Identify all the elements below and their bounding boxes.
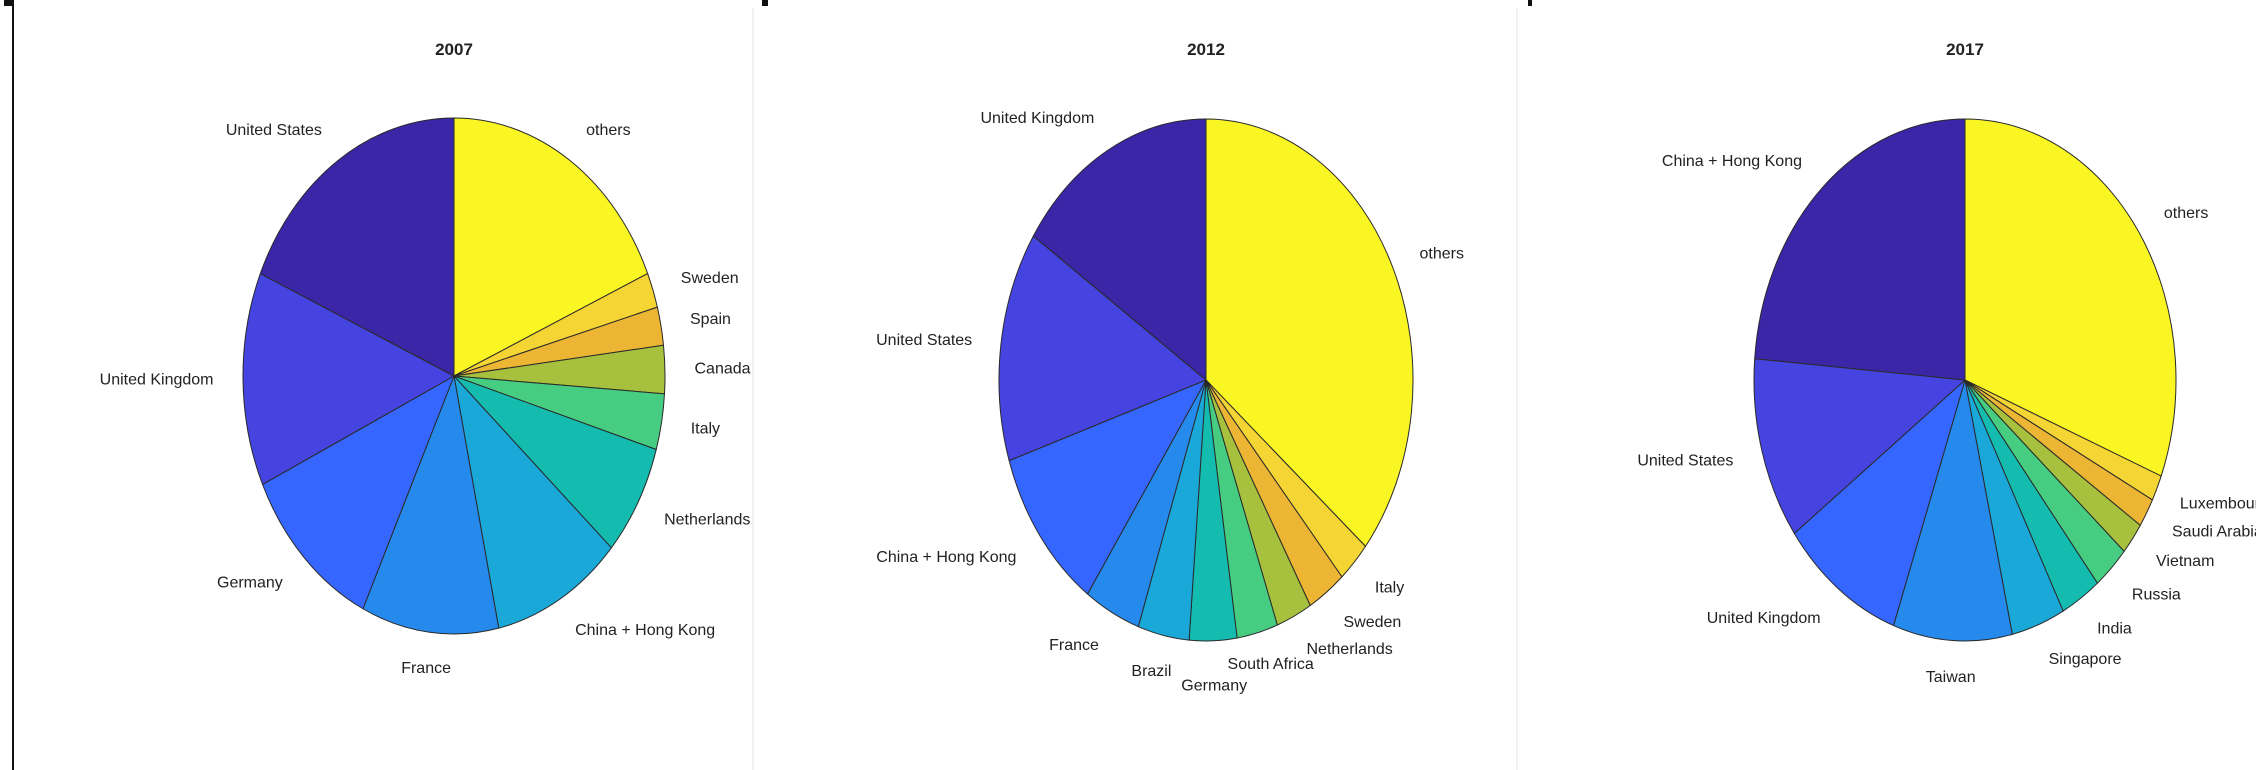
pie-slice-china-plus-hong-kong <box>1754 118 1966 381</box>
slice-label-vietnam: Vietnam <box>2156 553 2214 570</box>
slice-label-others: others <box>2164 205 2208 222</box>
pie-chart-2017: 2017 others Luxembourg Saudi Arabia Vietnam R… <box>1532 0 2256 770</box>
pie-svg: 2007 others Sweden Spain Canada Italy Netherla… <box>100 40 751 677</box>
pie-slice-united-states <box>259 117 455 377</box>
slice-label-france: France <box>1049 637 1099 654</box>
slice-label-south-africa: South Africa <box>1228 656 1314 673</box>
pie-slice-united-kingdom <box>1032 118 1207 381</box>
slice-label-india: India <box>2097 621 2132 638</box>
slice-label-france: France <box>401 660 451 677</box>
slice-label-sweden: Sweden <box>681 270 739 287</box>
slice-label-netherlands: Netherlands <box>1307 641 1393 658</box>
pie-slice-china-plus-hong-kong <box>1008 379 1207 595</box>
pie-slice-france <box>362 375 500 635</box>
chart-title: 2012 <box>1187 40 1225 59</box>
chart-title: 2007 <box>435 40 473 59</box>
panel-separator <box>752 8 754 770</box>
slice-label-italy: Italy <box>691 420 720 437</box>
slice-label-singapore: Singapore <box>2049 651 2122 668</box>
slice-label-saudi-arabia: Saudi Arabia <box>2172 524 2256 541</box>
frame-left-border <box>12 0 14 770</box>
frame-tick <box>4 0 18 6</box>
pie-slice-netherlands <box>453 375 657 549</box>
slice-label-china-plus-hong-kong: China + Hong Kong <box>575 622 715 639</box>
pie-slice-taiwan <box>1893 379 2013 642</box>
slice-label-united-kingdom: United Kingdom <box>980 110 1094 127</box>
slice-label-brazil: Brazil <box>1131 663 1171 680</box>
pie-slice-germany <box>262 375 455 610</box>
pie-slice-united-kingdom <box>242 273 455 485</box>
pie-svg: 2017 others Luxembourg Saudi Arabia Vietnam R… <box>1637 40 2256 686</box>
slice-label-russia: Russia <box>2132 586 2181 603</box>
slice-label-united-states: United States <box>226 122 322 139</box>
chart-title: 2017 <box>1946 40 1984 59</box>
pie-slice-china-plus-hong-kong <box>453 375 612 629</box>
slice-label-china-plus-hong-kong: China + Hong Kong <box>876 549 1016 566</box>
slice-label-united-kingdom: United Kingdom <box>100 372 214 389</box>
slice-label-united-kingdom: United Kingdom <box>1707 610 1821 627</box>
slice-label-luxembourg: Luxembourg <box>2180 495 2256 512</box>
slice-label-spain: Spain <box>690 311 731 328</box>
slice-label-sweden: Sweden <box>1344 614 1402 631</box>
pie-slice-others <box>1205 118 1414 547</box>
slice-label-others: others <box>586 122 630 139</box>
slice-label-taiwan: Taiwan <box>1926 669 1976 686</box>
slice-label-germany: Germany <box>1181 677 1247 694</box>
pie-slice-united-states <box>1753 358 1966 534</box>
slice-label-germany: Germany <box>217 575 283 592</box>
pie-slice-united-states <box>998 235 1207 462</box>
slice-label-canada: Canada <box>695 361 751 378</box>
pie-slice-others <box>453 117 649 377</box>
panel-separator <box>1516 8 1518 770</box>
slice-label-china-plus-hong-kong: China + Hong Kong <box>1662 153 1802 170</box>
slice-label-italy: Italy <box>1375 580 1404 597</box>
pie-chart-2007: 2007 others Sweden Spain Canada Italy Netherla… <box>14 0 752 770</box>
pie-slice-others <box>1964 118 2177 477</box>
slice-label-netherlands: Netherlands <box>664 511 750 528</box>
pie-slice-united-kingdom <box>1793 379 1966 627</box>
slice-label-others: others <box>1420 245 1464 262</box>
pie-chart-2012: 2012 others Italy Sweden Netherlands South Af… <box>768 0 1516 770</box>
slice-label-united-states: United States <box>1637 452 1733 469</box>
slice-label-united-states: United States <box>876 332 972 349</box>
